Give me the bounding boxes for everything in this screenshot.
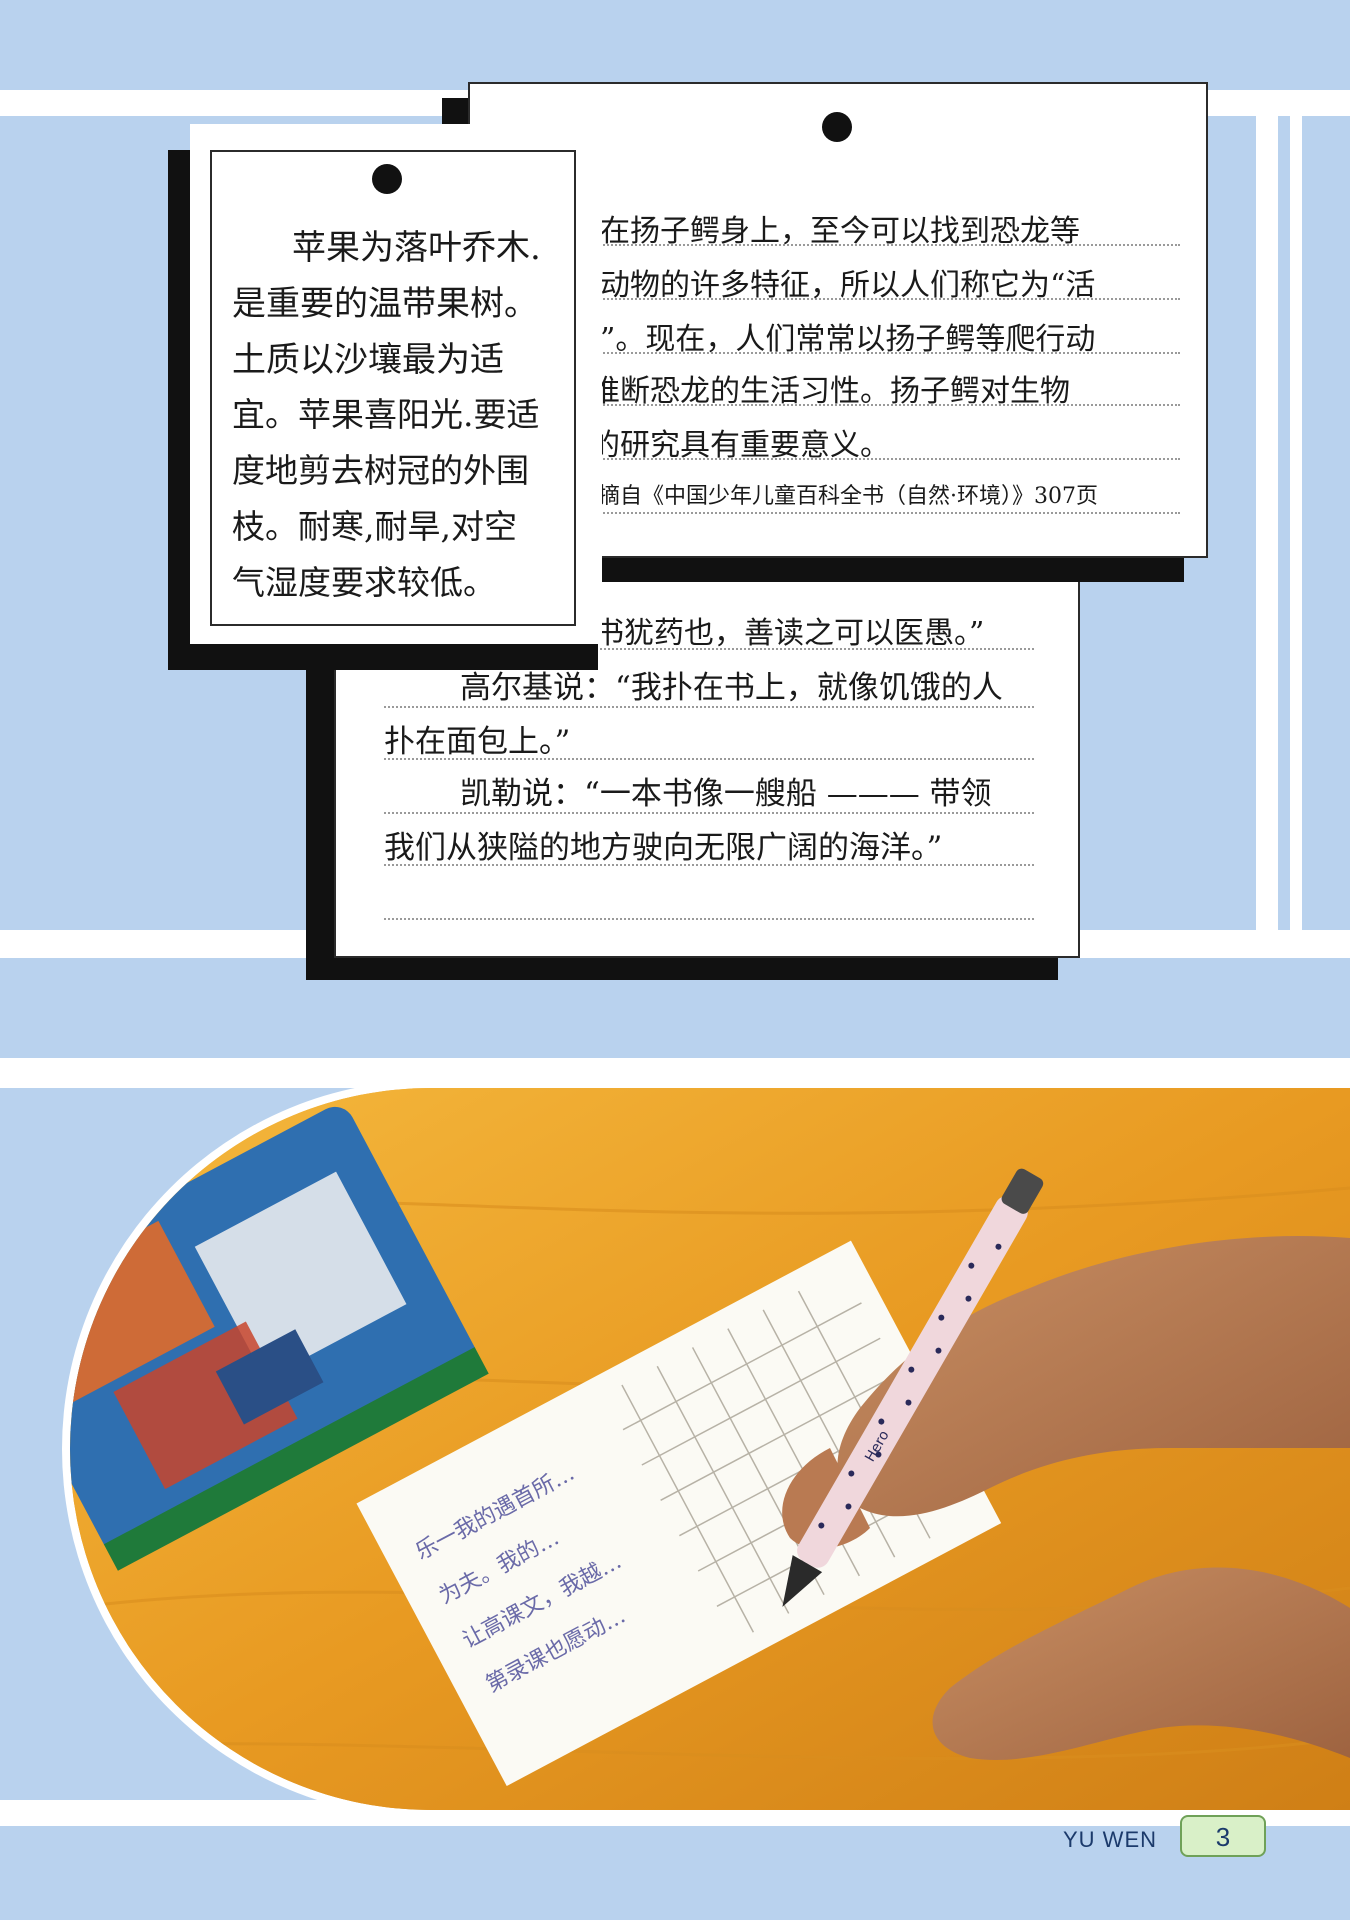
footer-label: YU WEN xyxy=(1063,1827,1157,1852)
dotted-rule xyxy=(384,758,1034,760)
quote-line: 书犹药也，善读之可以医愚。” xyxy=(594,616,985,651)
dotted-rule xyxy=(600,512,1180,514)
quote-line: 扑在面包上。” xyxy=(384,724,571,760)
quote-line: 高尔基说：“我扑在书上，就像饥饿的人 xyxy=(460,670,1003,706)
text-line: 的研究具有重要意义。 xyxy=(590,428,890,463)
text-line: 度地剪去树冠的外围 xyxy=(232,451,529,490)
pencil-case xyxy=(70,1106,489,1571)
dotted-rule xyxy=(600,298,1180,300)
dotted-rule xyxy=(600,458,1180,460)
resting-hand xyxy=(932,1567,1350,1761)
text-line: 是重要的温带果树。 xyxy=(232,284,538,324)
text-line: 土质以沙壤最为适 xyxy=(232,340,504,380)
right-vertical-bar-a xyxy=(1256,116,1278,930)
dotted-rule xyxy=(384,706,1034,708)
dotted-rule xyxy=(600,352,1180,354)
photo-illustration: 乐一我的遇首所… 为夫。我的… 让高课文，我越… 第录课也愿动… Hero xyxy=(70,1088,1350,1810)
left-card-inner-frame: 苹果为落叶乔木. 是重要的温带果树。 土质以沙壤最为适 宜。苹果喜阳光.要适 度… xyxy=(210,150,576,626)
dotted-rule xyxy=(384,918,1034,920)
text-line: ”。现在，人们常常以扬子鳄等爬行动 xyxy=(600,322,1096,357)
dotted-rule xyxy=(384,864,1034,866)
dotted-rule xyxy=(600,244,1180,246)
page-number-badge: 3 xyxy=(1180,1815,1266,1857)
text-line: 苹果为落叶乔木. xyxy=(292,228,541,268)
pen: Hero xyxy=(782,1168,1044,1607)
quote-line: 凯勒说：“一本书像一艘船 ——— 带领 xyxy=(460,776,992,812)
text-line: 动物的许多特征，所以人们称它为“活 xyxy=(600,268,1096,303)
dotted-rule xyxy=(600,404,1180,406)
notebook: 乐一我的遇首所… 为夫。我的… 让高课文，我越… 第录课也愿动… xyxy=(356,1240,1002,1787)
text-line: 推断恐龙的生活习性。扬子鳄对生物 xyxy=(590,374,1070,409)
pin-icon xyxy=(822,112,852,142)
right-vertical-bar-b xyxy=(1290,116,1302,930)
source-citation: 摘自《中国少年儿童百科全书（自然·环境）》307页 xyxy=(598,484,1098,509)
bottom-card: 书犹药也，善读之可以医愚。” 高尔基说：“我扑在书上，就像饥饿的人 扑在面包上。… xyxy=(334,540,1080,958)
text-line: 枝。耐寒,耐旱,对空 xyxy=(232,507,517,546)
pin-icon xyxy=(372,164,402,194)
dotted-rule xyxy=(384,812,1034,814)
text-line: 宜。苹果喜阳光.要适 xyxy=(232,395,540,434)
dotted-rule xyxy=(384,648,1034,650)
writing-photo: 乐一我的遇首所… 为夫。我的… 让高课文，我越… 第录课也愿动… Hero xyxy=(70,1088,1350,1810)
text-line: 在扬子鳄身上，至今可以找到恐龙等 xyxy=(600,214,1080,249)
text-line: 气湿度要求较低。 xyxy=(232,563,496,602)
quote-line: 我们从狭隘的地方驶向无限广阔的海洋。” xyxy=(384,830,943,866)
